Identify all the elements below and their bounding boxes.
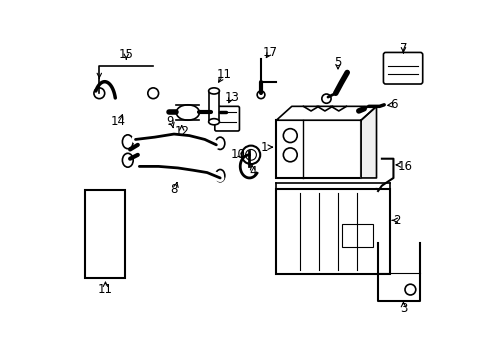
Ellipse shape <box>208 119 219 125</box>
Bar <box>208 91 219 122</box>
Ellipse shape <box>208 88 219 94</box>
Text: 2: 2 <box>393 214 400 227</box>
Text: 11: 11 <box>98 283 113 296</box>
Text: 3: 3 <box>399 302 407 315</box>
Text: 7: 7 <box>399 42 407 55</box>
Text: 4: 4 <box>249 165 257 178</box>
Text: 6: 6 <box>389 98 396 111</box>
Polygon shape <box>276 106 376 120</box>
Ellipse shape <box>215 137 224 149</box>
Text: 1: 1 <box>261 141 268 154</box>
Bar <box>276 120 360 178</box>
FancyBboxPatch shape <box>383 53 422 84</box>
Polygon shape <box>360 106 376 178</box>
FancyBboxPatch shape <box>214 106 239 131</box>
Text: 17: 17 <box>262 46 277 59</box>
Text: 10: 10 <box>230 148 245 161</box>
Bar <box>210 106 220 119</box>
Text: 12: 12 <box>174 125 189 138</box>
Bar <box>276 189 389 274</box>
Text: 13: 13 <box>224 91 239 104</box>
Text: 14: 14 <box>110 115 125 128</box>
Bar <box>341 224 372 247</box>
Text: 11: 11 <box>216 68 231 81</box>
Bar <box>85 189 125 278</box>
Text: 9: 9 <box>166 115 174 128</box>
Text: 16: 16 <box>396 160 411 173</box>
Ellipse shape <box>122 135 133 149</box>
Text: 8: 8 <box>170 183 177 196</box>
Ellipse shape <box>215 170 224 182</box>
Text: 15: 15 <box>119 48 133 61</box>
Ellipse shape <box>176 105 199 120</box>
Ellipse shape <box>122 153 133 167</box>
Text: 5: 5 <box>334 56 341 69</box>
